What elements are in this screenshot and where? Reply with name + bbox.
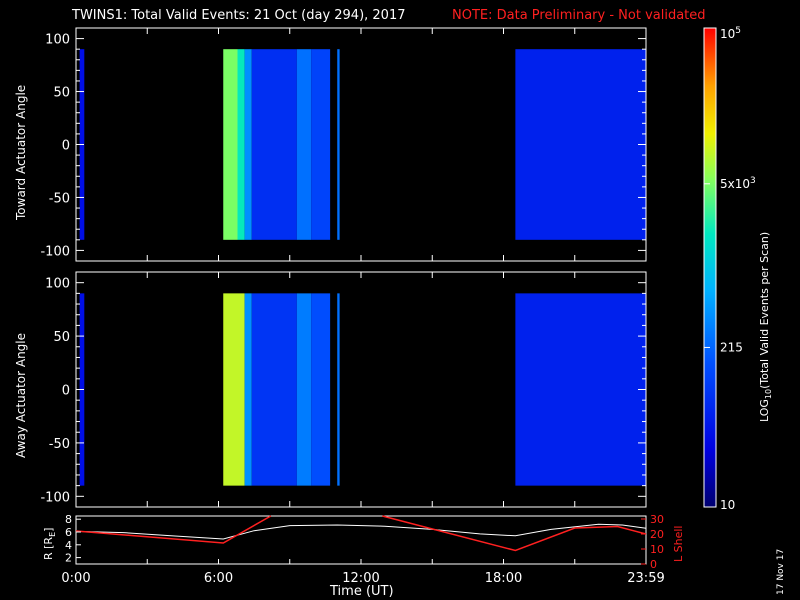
x-axis-title: Time (UT) — [330, 584, 394, 599]
orbit-frame — [75, 515, 647, 565]
colorbar-tick-label: 10 — [720, 498, 735, 512]
heat-column — [244, 49, 252, 240]
date-stamp: 17 Nov 17 — [776, 548, 786, 595]
colorbar-gradient — [703, 27, 717, 508]
colorbar-tick-label: 215 — [720, 340, 743, 354]
y-tick-label: 0 — [62, 384, 70, 399]
y-tick-label: -50 — [49, 191, 70, 206]
r-tick-label: 8 — [65, 513, 72, 526]
lshell-tick-label: 0 — [650, 558, 657, 571]
orbit-lshell-label: L Shell — [672, 525, 685, 562]
y-tick-label: -100 — [40, 244, 70, 259]
heat-column — [515, 49, 646, 240]
heat-column — [296, 49, 312, 240]
colorbar-tick-label: 105 — [720, 26, 741, 41]
away-ylabel: Away Actuator Angle — [14, 332, 28, 458]
x-tick-label: 0:00 — [61, 571, 90, 586]
y-tick-label: -100 — [40, 490, 70, 505]
r-tick-label: 2 — [65, 552, 72, 565]
heat-column — [296, 293, 312, 486]
y-tick-label: 50 — [53, 330, 70, 345]
chart-title: TWINS1: Total Valid Events: 21 Oct (day … — [72, 8, 406, 23]
y-tick-label: 0 — [62, 139, 70, 154]
heat-column — [251, 293, 297, 486]
x-tick-label: 12:00 — [342, 571, 379, 586]
data-strip — [337, 49, 340, 240]
r-tick-label: 4 — [65, 539, 72, 552]
lshell-tick-label: 10 — [650, 543, 664, 556]
lshell-tick-label: 20 — [650, 528, 664, 541]
x-tick-label: 6:00 — [204, 571, 233, 586]
heat-column — [251, 49, 297, 240]
heat-column — [515, 293, 646, 486]
y-tick-label: 100 — [45, 33, 70, 48]
y-tick-label: 100 — [45, 277, 70, 292]
colorbar-tick-label: 5x103 — [720, 176, 756, 191]
r-series-line — [75, 523, 647, 540]
y-tick-label: 50 — [53, 86, 70, 101]
away-heatmap-panel: 100 50 0 -50 -100 — [40, 271, 647, 508]
x-tick-label: 18:00 — [485, 571, 522, 586]
data-strip — [337, 293, 340, 486]
heat-column — [223, 293, 245, 486]
colorbar: 105 5x103 215 10 — [703, 26, 756, 512]
orbit-r-label: R [RE] — [42, 527, 58, 560]
lshell-tick-label: 30 — [650, 513, 664, 526]
heat-column — [223, 49, 238, 240]
toward-heatmap-panel: 100 50 0 -50 -100 — [40, 27, 647, 262]
heat-column — [311, 49, 331, 240]
x-tick-label: 23:59 — [627, 571, 664, 586]
heat-column — [237, 49, 245, 240]
heat-column — [244, 293, 252, 486]
lshell-series-line — [75, 515, 647, 552]
preliminary-note: NOTE: Data Preliminary - Not validated — [452, 8, 706, 23]
colorbar-label: LOG10(Total Valid Events per Scan) — [758, 231, 774, 422]
r-tick-label: 6 — [65, 526, 72, 539]
heat-column — [311, 293, 331, 486]
y-tick-label: -50 — [49, 437, 70, 452]
toward-ylabel: Toward Actuator Angle — [14, 84, 28, 220]
